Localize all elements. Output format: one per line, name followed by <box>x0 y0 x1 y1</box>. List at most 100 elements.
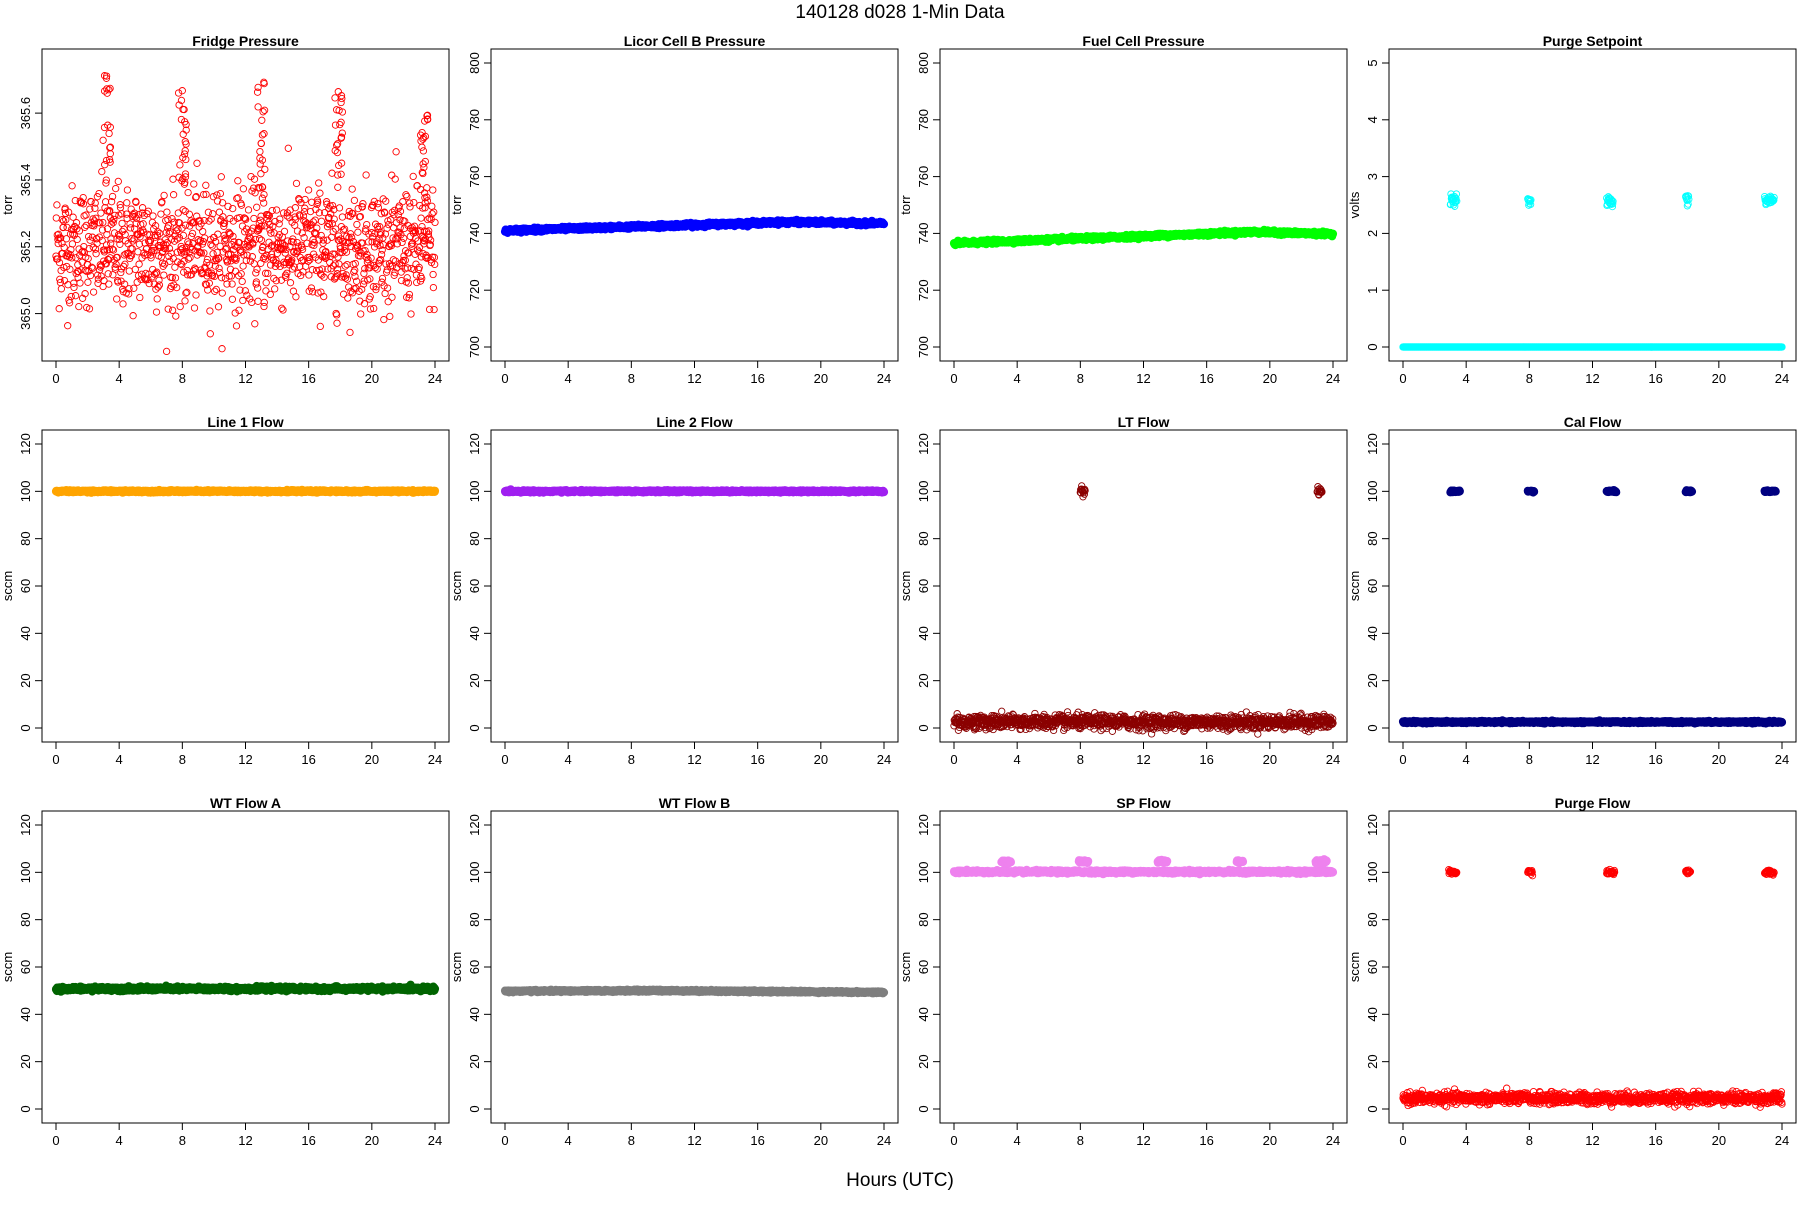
data-point <box>418 215 424 221</box>
data-point <box>332 95 338 101</box>
data-point <box>102 199 108 205</box>
y-tick-label: 760 <box>916 166 931 188</box>
data-point <box>126 268 132 274</box>
data-point <box>351 197 357 203</box>
x-tick-label: 4 <box>565 371 572 386</box>
data-point <box>150 213 156 219</box>
y-axis-label: torr <box>0 195 15 215</box>
data-point <box>292 205 298 211</box>
data-point <box>375 204 381 210</box>
data-point <box>407 204 413 210</box>
data-point <box>200 228 206 234</box>
x-tick-label: 20 <box>814 371 828 386</box>
data-point <box>71 284 77 290</box>
data-point <box>205 209 211 215</box>
data-points <box>53 73 438 371</box>
data-point <box>254 266 260 272</box>
data-point <box>349 290 355 296</box>
data-point <box>179 88 185 94</box>
data-point <box>130 313 136 319</box>
data-point <box>102 162 108 168</box>
data-point <box>239 278 245 284</box>
data-point <box>73 220 79 226</box>
data-point <box>383 365 389 371</box>
data-point <box>255 298 261 304</box>
y-tick-label: 700 <box>467 336 482 358</box>
data-point <box>113 185 119 191</box>
data-point <box>165 306 171 312</box>
data-point <box>312 217 318 223</box>
data-point <box>408 311 414 317</box>
data-point <box>207 308 213 314</box>
data-point <box>417 186 423 192</box>
data-point <box>880 221 887 228</box>
data-point <box>263 288 269 294</box>
data-point <box>106 130 112 136</box>
data-point <box>411 199 417 205</box>
data-point <box>229 296 235 302</box>
data-point <box>267 291 273 297</box>
x-tick-label: 4 <box>1014 371 1021 386</box>
data-point <box>194 160 200 166</box>
y-tick-label: 800 <box>467 52 482 74</box>
data-point <box>363 172 369 178</box>
data-point <box>255 285 261 291</box>
data-point <box>287 280 293 286</box>
data-point <box>285 145 291 151</box>
data-point <box>137 294 143 300</box>
data-point <box>127 225 133 231</box>
y-axis-label: torr <box>898 195 913 215</box>
data-point <box>259 117 265 123</box>
data-point <box>175 226 181 232</box>
data-point <box>347 329 353 335</box>
data-points <box>1400 191 1785 350</box>
data-point <box>108 236 114 242</box>
x-tick-label: 4 <box>116 371 123 386</box>
data-point <box>53 215 59 221</box>
data-point <box>245 207 251 213</box>
data-point <box>154 296 160 302</box>
data-point <box>431 209 437 215</box>
data-point <box>261 191 267 197</box>
data-point <box>218 174 224 180</box>
data-point <box>164 209 170 215</box>
data-point <box>272 286 278 292</box>
data-point <box>99 168 105 174</box>
data-point <box>354 221 360 227</box>
data-point <box>203 182 209 188</box>
data-point <box>318 218 324 224</box>
data-point <box>393 149 399 155</box>
data-point <box>389 172 395 178</box>
data-point <box>69 183 75 189</box>
y-tick-label: 760 <box>467 166 482 188</box>
data-point <box>358 311 364 317</box>
data-point <box>317 323 323 329</box>
data-point <box>260 109 266 115</box>
data-point <box>1329 230 1336 237</box>
data-point <box>280 307 286 313</box>
data-point <box>284 270 290 276</box>
data-point <box>213 286 219 292</box>
data-point <box>431 306 437 312</box>
x-tick-label: 16 <box>750 371 764 386</box>
x-tick-label: 0 <box>52 371 59 386</box>
data-point <box>392 176 398 182</box>
data-point <box>131 285 137 291</box>
x-tick-label: 24 <box>428 371 442 386</box>
data-point <box>114 296 120 302</box>
data-point <box>338 119 344 125</box>
data-point <box>263 280 269 286</box>
panel-title: Fuel Cell Pressure <box>1082 33 1204 49</box>
data-point <box>88 199 94 205</box>
data-point <box>90 289 96 295</box>
data-point <box>83 212 89 218</box>
data-point <box>335 184 341 190</box>
data-point <box>216 209 222 215</box>
x-tick-label: 0 <box>950 371 957 386</box>
y-axis-label: torr <box>449 195 464 215</box>
data-point <box>191 181 197 187</box>
data-point <box>340 291 346 297</box>
data-point <box>163 348 169 354</box>
